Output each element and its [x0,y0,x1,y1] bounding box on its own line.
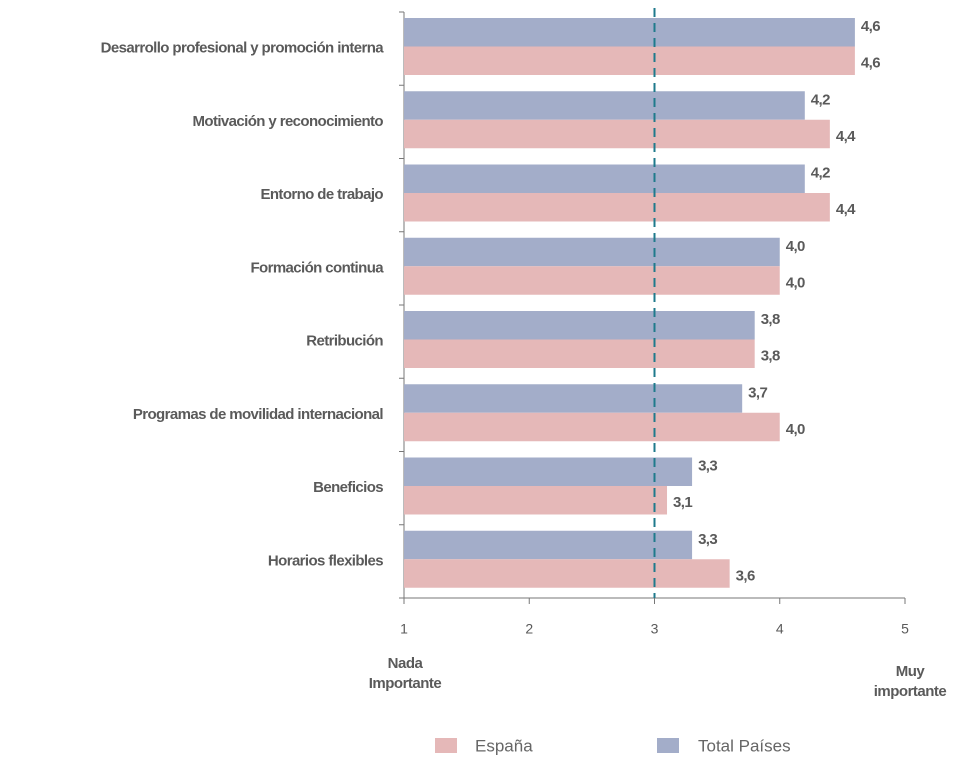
data-label: 3,3 [698,531,717,548]
data-label: 3,8 [761,348,780,365]
bar [404,237,780,267]
bar [404,384,743,413]
legend-swatch [657,738,679,753]
bar [404,91,805,120]
left-annotation: Nada Importante [368,655,442,692]
data-label: 3,7 [748,384,767,401]
category-label: Formación continua [250,259,384,276]
bar [404,46,855,75]
data-label: 4,6 [861,18,880,35]
bar [404,486,668,515]
bar [404,559,730,588]
data-label: 4,2 [811,165,830,182]
bar [404,339,755,368]
legend-label: España [475,736,533,755]
data-label: 3,6 [736,567,755,584]
category-label: Entorno de trabajo [260,186,383,203]
data-label: 4,6 [861,55,880,72]
x-tick-label: 3 [651,621,659,637]
data-label: 3,8 [761,311,780,328]
bar [404,457,693,486]
category-label: Horarios flexibles [268,552,383,569]
data-label: 4,4 [836,128,856,145]
x-tick-label: 1 [400,621,408,637]
category-label: Retribución [306,333,383,350]
data-label: 3,1 [673,494,692,511]
bar [404,18,855,47]
data-label: 4,0 [786,238,805,255]
right-annotation: Muy importante [873,663,947,700]
bar [404,119,830,149]
data-label: 4,4 [836,201,856,218]
x-tick-label: 5 [901,621,909,637]
data-label: 4,0 [786,421,805,438]
legend-label: Total Países [698,736,791,755]
category-label: Programas de movilidad internacional [133,406,384,423]
data-label: 4,2 [811,91,830,108]
bar [404,266,780,295]
bar [404,164,805,193]
category-label: Motivación y reconocimiento [192,113,383,130]
bar [404,311,755,340]
category-label: Beneficios [313,479,383,496]
data-label: 4,0 [786,274,805,291]
bar [404,530,693,560]
bar [404,412,780,442]
category-label: Desarrollo profesional y promoción inter… [101,40,385,57]
x-tick-label: 4 [776,621,784,637]
x-tick-label: 2 [525,621,533,637]
bar [404,193,830,222]
data-label: 3,3 [698,458,717,475]
legend-swatch [435,738,457,753]
